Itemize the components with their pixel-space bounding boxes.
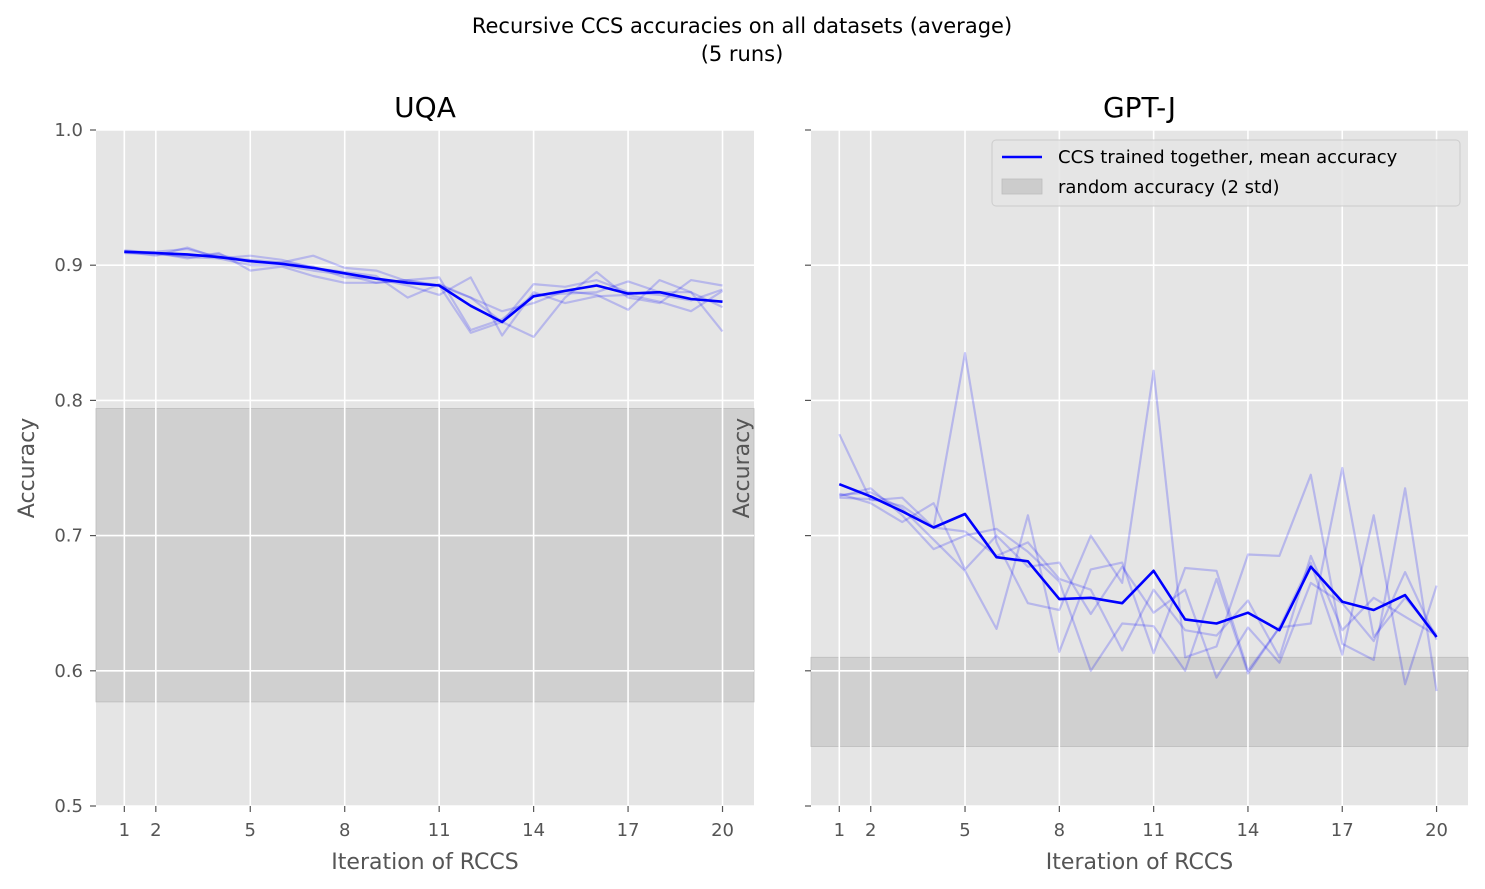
x-tick-label: 1	[834, 820, 845, 841]
run-line-2	[839, 466, 1438, 675]
run-line-3	[839, 491, 1438, 686]
x-tick-label: 11	[1142, 820, 1165, 841]
y-axis-label: Accuracy	[730, 418, 755, 518]
y-tick-label: 0.9	[54, 255, 83, 276]
x-tick-label: 14	[1236, 820, 1259, 841]
y-tick-label: 0.5	[54, 796, 83, 817]
x-axis-label: Iteration of RCCS	[1046, 850, 1233, 875]
x-tick-label: 14	[522, 820, 545, 841]
x-tick-label: 20	[711, 820, 734, 841]
y-tick-label: 0.8	[54, 390, 83, 411]
x-tick-label: 8	[1054, 820, 1065, 841]
x-tick-label: 11	[428, 820, 451, 841]
x-tick-label: 1	[119, 820, 130, 841]
suptitle-line-2: (5 runs)	[701, 42, 784, 66]
x-tick-label: 2	[150, 820, 161, 841]
y-axis-label: Accuracy	[15, 418, 40, 518]
uqa-panel: 1 2 5 8 11 14 17 20 0.5 0.6 0.7 0.8 0.9 1.0 UQA Iterati…	[15, 91, 755, 875]
x-tick-label: 20	[1425, 820, 1448, 841]
y-tick-label: 0.6	[54, 661, 83, 682]
run-line-2	[124, 249, 723, 332]
y-tick-label: 0.7	[54, 526, 83, 547]
x-tick-label: 17	[617, 820, 640, 841]
legend-mean-label: CCS trained together, mean accuracy	[1058, 147, 1398, 168]
legend-band-label: random accuracy (2 std)	[1058, 177, 1280, 198]
x-axis-label: Iteration of RCCS	[331, 850, 518, 875]
gptj-panel: 1 2 5 8 11 14 17 20 GPT-J Iteration of RCCS Accura…	[730, 91, 1469, 875]
random-accuracy-band	[810, 656, 1469, 747]
panel-title: UQA	[394, 91, 456, 124]
legend: CCS trained together, mean accuracy rando…	[991, 139, 1461, 207]
x-tick-label: 8	[339, 820, 350, 841]
mean-accuracy-line	[838, 482, 1438, 638]
random-accuracy-band	[95, 408, 755, 703]
mean-accuracy-line	[124, 250, 723, 324]
legend-box	[991, 139, 1461, 207]
run-line-3	[124, 251, 724, 337]
legend-band-swatch	[1001, 178, 1043, 195]
y-tick-label: 1.0	[54, 120, 83, 141]
suptitle-line-1: Recursive CCS accuracies on all datasets…	[472, 14, 1012, 38]
x-tick-label: 17	[1331, 820, 1354, 841]
x-tick-label: 2	[865, 820, 876, 841]
run-line-1	[838, 352, 1438, 692]
panel-title: GPT-J	[1103, 91, 1176, 124]
x-tick-label: 5	[959, 820, 970, 841]
run-line-5	[838, 492, 1438, 679]
x-tick-label: 5	[245, 820, 256, 841]
run-line-4	[839, 496, 1438, 659]
